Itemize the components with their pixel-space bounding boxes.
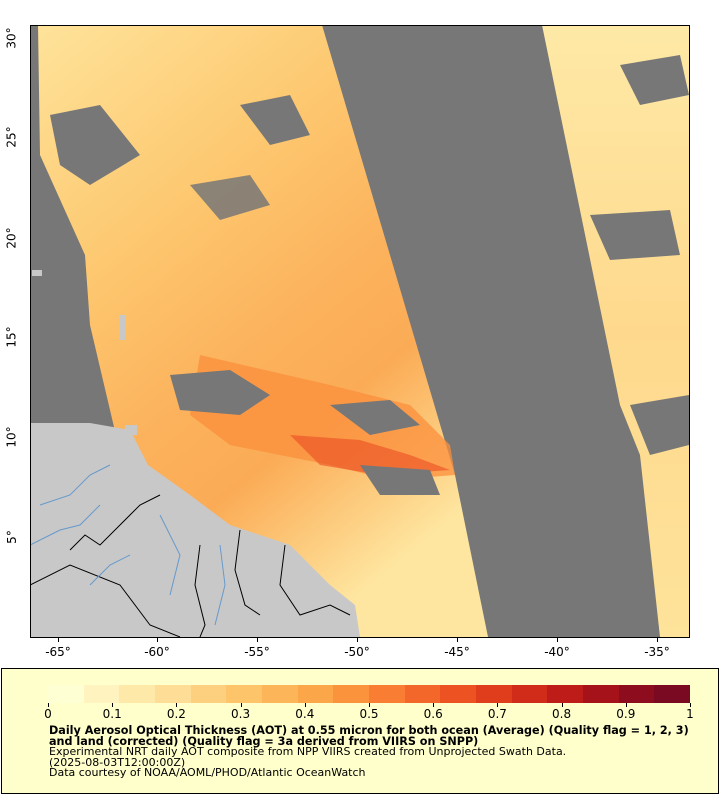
colorbar-segment — [297, 685, 334, 703]
colorbar-segment — [262, 685, 298, 703]
colorbar-segment — [476, 685, 512, 703]
border-2 — [194, 544, 206, 637]
colorbar-tick — [561, 703, 563, 707]
gap-9 — [620, 55, 689, 105]
colorbar-tick — [112, 703, 114, 707]
gap-4 — [330, 400, 420, 435]
y-tick-label: 15° — [4, 326, 19, 348]
x-tick-mark — [58, 637, 59, 642]
x-tick-mark — [257, 637, 258, 642]
colorbar-tick — [690, 703, 691, 707]
x-tick-label: -55° — [244, 645, 270, 659]
x-tick-mark — [657, 637, 658, 642]
very-high-aot-patch — [290, 435, 450, 475]
colorbar-label: 0.1 — [102, 707, 122, 721]
colorbar-segment — [333, 685, 370, 703]
colorbar-label: 0.5 — [359, 707, 379, 721]
colorbar-label: 0.7 — [487, 707, 507, 721]
colorbar-segment — [583, 685, 619, 703]
x-tick-mark — [157, 637, 158, 642]
river-3 — [89, 554, 131, 586]
gap-8 — [630, 395, 689, 455]
colorbar-segment — [155, 685, 191, 703]
colorbar-segment — [404, 685, 441, 703]
border-4 — [279, 544, 351, 616]
colorbar-segment — [83, 685, 120, 703]
gap-7 — [590, 210, 680, 260]
colorbar-label: 0.2 — [166, 707, 186, 721]
gap-1 — [240, 95, 310, 145]
y-tick-label: 20° — [4, 227, 19, 249]
x-tick-mark — [357, 637, 358, 642]
legend-line-2: (2025-08-03T12:00:00Z) — [49, 755, 186, 769]
colorbar-tick — [176, 703, 178, 707]
island-2 — [120, 315, 126, 340]
colorbar-tick — [240, 703, 242, 707]
colorbar-segment — [654, 685, 691, 703]
gap-3 — [170, 370, 270, 415]
legend-title: Daily Aerosol Optical Thickness (AOT) at… — [49, 724, 689, 748]
x-tick-label: -65° — [45, 645, 71, 659]
colorbar-tick — [304, 703, 306, 707]
border-1 — [69, 494, 161, 551]
x-tick-label: -45° — [444, 645, 470, 659]
colorbar-segment — [190, 685, 227, 703]
map-panel[interactable] — [30, 25, 689, 637]
x-tick-label: -35° — [644, 645, 670, 659]
x-tick-mark — [457, 637, 458, 642]
colorbar-segment — [511, 685, 548, 703]
colorbar-tick — [625, 703, 627, 707]
gap-6 — [190, 175, 270, 220]
legend-text: Daily Aerosol Optical Thickness (AOT) at… — [49, 724, 689, 779]
legend-line-1: Experimental NRT daily AOT composite fro… — [49, 745, 567, 758]
colorbar-tick — [369, 703, 370, 707]
colorbar-segment — [48, 685, 84, 703]
colorbar-label: 0.4 — [295, 707, 315, 721]
colorbar-tick — [497, 703, 499, 707]
river-1 — [39, 464, 111, 506]
colorbar-segment — [119, 685, 156, 703]
y-tick-label: 30° — [4, 27, 19, 49]
colorbar-segment — [226, 685, 263, 703]
colorbar-label: 0 — [44, 707, 52, 721]
x-tick-mark — [557, 637, 558, 642]
colorbar-label: 0.3 — [231, 707, 251, 721]
x-tick-label: -50° — [344, 645, 370, 659]
colorbar-tick — [48, 703, 49, 707]
x-tick-label: -40° — [544, 645, 570, 659]
colorbar-segment — [547, 685, 584, 703]
legend-line-3: Data courtesy of NOAA/AOML/PHOD/Atlantic… — [49, 766, 366, 779]
colorbar-segment — [618, 685, 655, 703]
swath-right — [542, 25, 689, 637]
y-tick-label: 5° — [4, 530, 19, 544]
colorbar-label: 1 — [686, 707, 694, 721]
colorbar-tick — [433, 703, 435, 707]
border-5 — [30, 564, 181, 637]
y-tick-label: 25° — [4, 126, 19, 148]
x-tick-label: -60° — [144, 645, 170, 659]
river-5 — [214, 544, 226, 626]
river-2 — [30, 504, 101, 546]
land-south-america — [30, 423, 360, 637]
island-3 — [125, 425, 137, 435]
colorbar — [48, 685, 691, 703]
map-graphic — [30, 25, 689, 637]
gap-2 — [50, 105, 140, 185]
border-3 — [234, 529, 261, 616]
colorbar-segment — [440, 685, 477, 703]
colorbar-label: 0.8 — [552, 707, 572, 721]
colorbar-segment — [369, 685, 405, 703]
colorbar-label: 0.6 — [423, 707, 443, 721]
colorbar-label: 0.9 — [616, 707, 636, 721]
gap-5 — [360, 465, 440, 495]
river-4 — [159, 514, 181, 596]
y-tick-label: 10° — [4, 426, 19, 448]
island-1 — [32, 270, 42, 276]
legend-panel: 0 0.1 0.2 0.3 0.4 0.5 0.6 0.7 0.8 0.9 1 Daily Aero… — [1, 668, 719, 794]
